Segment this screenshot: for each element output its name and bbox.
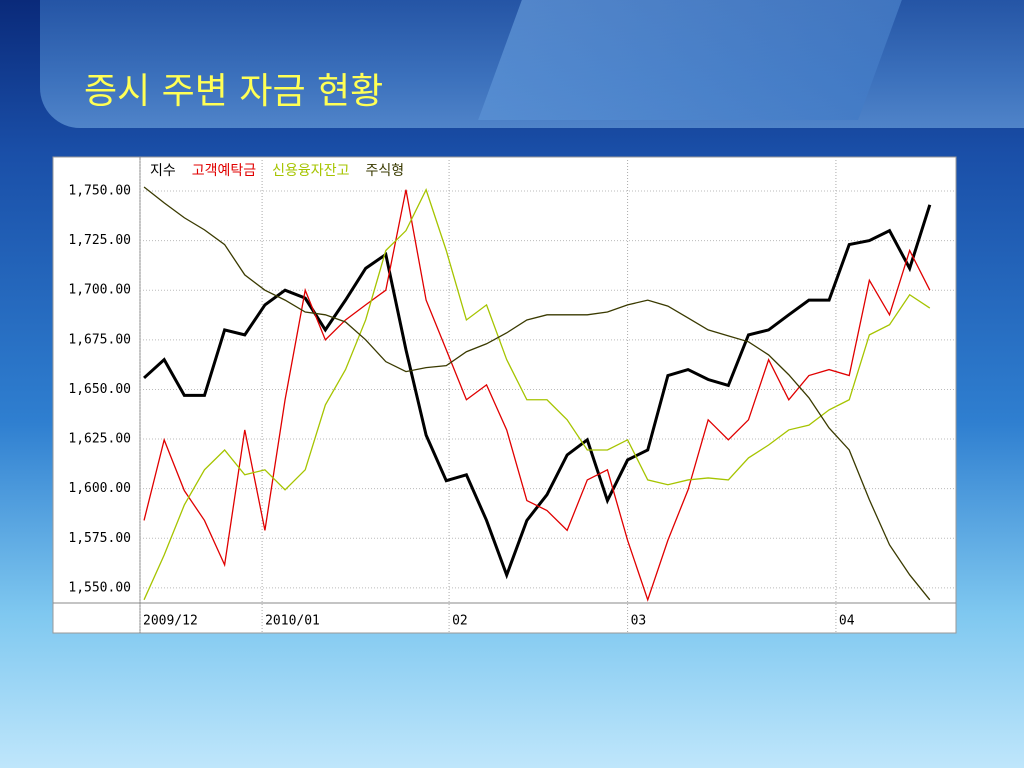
y-tick-label: 1,725.00: [68, 233, 131, 248]
y-tick-label: 1,575.00: [68, 531, 131, 546]
legend-label: 고객예탁금: [192, 163, 257, 179]
legend-label: 신용융자잔고: [272, 163, 349, 179]
legend-label: 지수: [150, 163, 176, 179]
line-series: [143, 186, 931, 601]
x-tick-label: 03: [631, 614, 647, 629]
slide-title: 증시 주변 자금 현황: [84, 71, 384, 112]
y-tick-label: 1,700.00: [68, 283, 131, 298]
x-tick-label: 04: [839, 614, 855, 629]
y-tick-label: 1,625.00: [68, 432, 131, 447]
y-tick-label: 1,600.00: [68, 481, 131, 496]
y-tick-label: 1,750.00: [68, 183, 131, 198]
y-tick-label: 1,675.00: [68, 332, 131, 347]
x-tick-label: 02: [452, 614, 468, 629]
y-tick-label: 1,650.00: [68, 382, 131, 397]
line-series: [143, 204, 932, 580]
legend-label: 주식형: [365, 163, 404, 179]
line-series: [143, 189, 931, 602]
line-series: [143, 188, 931, 601]
x-tick-label: 2009/12: [143, 614, 198, 629]
x-tick-label: 2010/01: [265, 614, 320, 629]
y-tick-label: 1,550.00: [68, 580, 131, 595]
